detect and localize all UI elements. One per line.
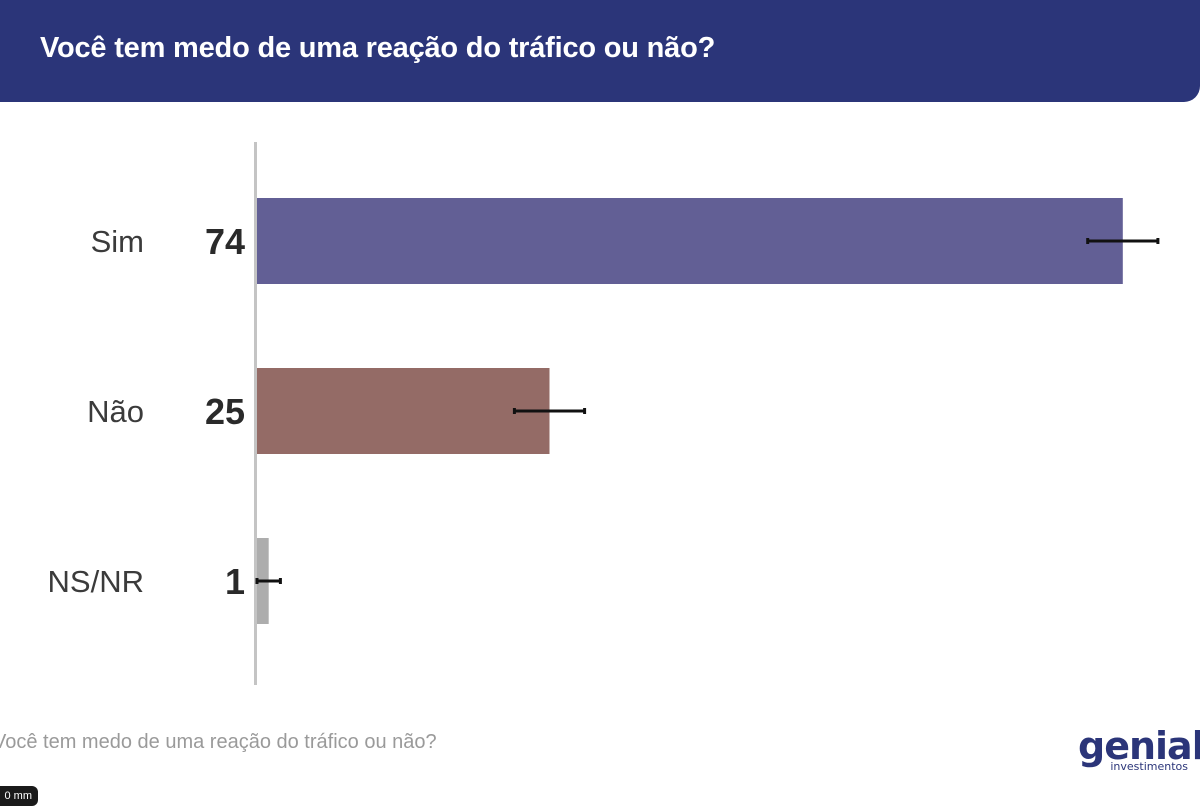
value-label-2: 1: [225, 561, 245, 602]
logo-wordmark: genial: [1078, 724, 1200, 768]
value-label-0: 74: [205, 221, 245, 262]
category-label-2: NS/NR: [48, 564, 144, 599]
value-label-1: 25: [205, 391, 245, 432]
page-title: Você tem medo de uma reação do tráfico o…: [40, 32, 716, 64]
category-label-1: Não: [87, 394, 144, 429]
header-banner: Você tem medo de uma reação do tráfico o…: [0, 0, 1200, 102]
overlay-tag: 0 mm: [0, 786, 38, 806]
genial-logo: genial investimentos: [1078, 727, 1200, 775]
footer-question: Você tem medo de uma reação do tráfico o…: [0, 731, 437, 753]
category-label-0: Sim: [91, 224, 144, 259]
logo-subtitle: investimentos: [1110, 760, 1188, 773]
bar-0: [257, 198, 1123, 284]
bar-1: [257, 368, 550, 454]
